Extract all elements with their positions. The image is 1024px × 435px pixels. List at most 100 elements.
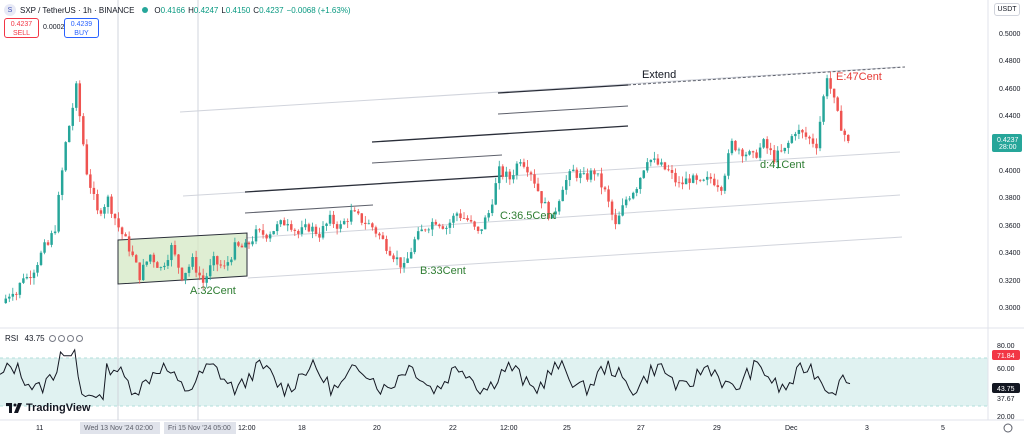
candle-body [89, 174, 92, 188]
candle-body [152, 254, 156, 263]
candle-body [290, 224, 293, 230]
candle-body [36, 264, 39, 273]
candle-body [378, 233, 381, 236]
candle-body [216, 256, 219, 265]
candle-body [117, 218, 120, 228]
annotation-extend: Extend [642, 69, 676, 81]
candle-body [519, 162, 522, 164]
rsi-current-value: 43.75 [997, 386, 1015, 393]
time-tick: 12:00 [238, 425, 256, 432]
rsi-legend[interactable]: RSI 43.75 [5, 334, 83, 343]
time-highlight-end: Fri 15 Nov '24 05:00 [168, 425, 231, 432]
candle-body [646, 162, 649, 171]
candle-body [808, 136, 811, 139]
buy-button[interactable]: 0.4239 BUY [64, 18, 99, 38]
eye-icon[interactable] [48, 335, 56, 342]
candle-body [565, 180, 568, 190]
price-tick: 0.3600 [999, 223, 1021, 230]
candle-body [780, 150, 783, 152]
time-tick: 25 [563, 425, 571, 432]
low-label: L [221, 5, 226, 15]
candle-body [684, 178, 688, 185]
candle-body [191, 257, 194, 267]
candle-body [818, 121, 822, 149]
candle-body [536, 183, 540, 192]
candle-body [709, 176, 712, 179]
segment-5 [244, 175, 503, 193]
annotation-e: E:47Cent [836, 71, 882, 83]
rsi-series [0, 348, 851, 401]
channel-line-bottom [247, 236, 903, 279]
candle-body [212, 256, 215, 266]
price-axis[interactable]: 0.5000 0.4800 0.4600 0.4400 0.4000 0.380… [999, 31, 1021, 312]
candle-body [18, 282, 22, 295]
market-status-icon [142, 7, 149, 13]
rsi-axis[interactable]: 80.00 60.00 20.00 [997, 343, 1015, 421]
candle-body [691, 175, 695, 183]
candle-body [163, 265, 166, 268]
sell-label: SELL [12, 30, 31, 37]
close-icon[interactable] [66, 335, 74, 342]
range-box[interactable] [117, 232, 248, 285]
candle-body [184, 272, 187, 280]
time-tick: 11 [36, 425, 43, 432]
candle-body [829, 78, 832, 89]
rsi-label: RSI [5, 334, 19, 343]
last-price-value: 0.4237 [997, 137, 1019, 144]
more-icon[interactable] [75, 335, 83, 342]
rsi-line [0, 348, 851, 401]
candle-body [737, 149, 741, 151]
candle-body [540, 191, 543, 204]
candle-body [543, 202, 547, 204]
price-tick: 0.3200 [999, 278, 1021, 285]
candle-body [431, 221, 434, 230]
time-tick: 29 [713, 425, 721, 432]
currency-label: USDT [997, 6, 1017, 13]
candle-body [173, 245, 177, 255]
candle-body [473, 221, 476, 227]
candle-body [335, 224, 339, 229]
candle-body [385, 238, 388, 251]
candle-body [32, 272, 36, 279]
candle-body [304, 224, 307, 228]
candle-body [459, 213, 462, 219]
candle-body [307, 224, 311, 232]
candle-body [480, 229, 483, 231]
time-tick: Dec [785, 425, 798, 432]
candle-body [501, 166, 505, 177]
last-price-countdown: 28:00 [999, 144, 1017, 151]
candle-body [138, 262, 141, 281]
candle-body [201, 275, 205, 283]
candle-body [624, 199, 628, 206]
symbol-title[interactable]: SXP / TetherUS · 1h · BINANCE [20, 5, 135, 15]
candle-body [110, 196, 113, 214]
settings-gear-icon[interactable] [1003, 423, 1013, 433]
candle-body [124, 234, 127, 237]
channel-line-mid-lower [244, 194, 901, 239]
segment-4 [371, 154, 503, 164]
time-tick: 22 [449, 425, 457, 432]
candle-body [156, 262, 159, 268]
candle-body [765, 139, 769, 149]
rsi-tick: 80.00 [997, 343, 1015, 350]
candle-body [494, 183, 497, 205]
sell-button[interactable]: 0.4237 SELL [4, 18, 39, 38]
candle-body [505, 171, 508, 177]
candle-body [452, 215, 455, 223]
time-tick: 12:00 [500, 425, 518, 432]
price-tick: 0.4600 [999, 86, 1021, 93]
candle-body [723, 175, 727, 191]
currency-selector[interactable]: USDT [994, 3, 1020, 16]
candle-body [244, 242, 247, 248]
settings-icon[interactable] [57, 335, 65, 342]
candle-body [395, 257, 399, 260]
candle-body [413, 239, 416, 253]
candle-body [772, 150, 776, 163]
candle-body [371, 223, 374, 228]
candle-body [487, 213, 490, 218]
candle-body [219, 264, 223, 266]
price-tick: 0.3800 [999, 195, 1021, 202]
candle-body [11, 293, 15, 297]
time-axis[interactable]: 11 Wed 13 Nov '24 02:00 Fri 15 Nov '24 0… [36, 422, 945, 434]
